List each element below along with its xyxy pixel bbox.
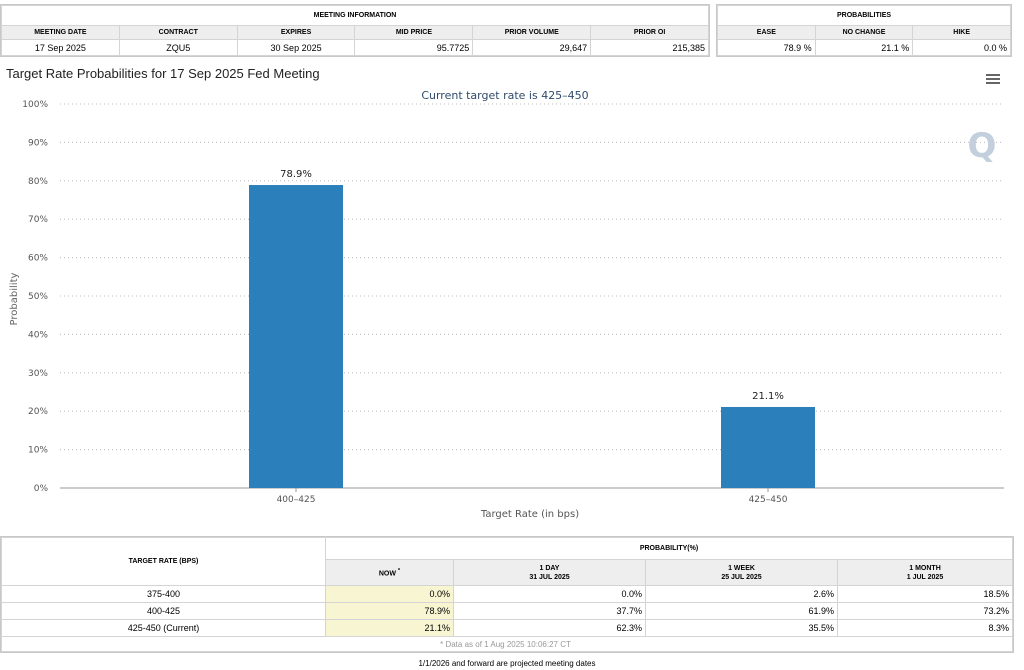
now-cell: 21.1% bbox=[325, 619, 454, 637]
y-tick-label: 40% bbox=[28, 330, 48, 340]
bar-2[interactable] bbox=[721, 406, 815, 488]
mid-price-value: 95.7725 bbox=[354, 39, 474, 56]
data-labels: 78.9% 21.1% bbox=[280, 169, 784, 402]
y-tick-label: 30% bbox=[28, 369, 48, 379]
bar-1[interactable] bbox=[249, 185, 343, 489]
now-cell: 78.9% bbox=[325, 602, 454, 620]
ease-value: 78.9 % bbox=[717, 39, 816, 56]
prior-oi-value: 215,385 bbox=[590, 39, 709, 56]
contract-value: ZQU5 bbox=[118, 39, 238, 56]
col-now: NOW * bbox=[325, 559, 454, 586]
one-month-cell: 8.3% bbox=[837, 619, 1013, 637]
rate-cell: 400-425 bbox=[1, 602, 326, 620]
rate-cell: 425-450 (Current) bbox=[1, 619, 326, 637]
probability-bar-chart: 0% 10% 20% 30% 40% 50% 60% 70% 80% 90% 100% 78.9% 2… bbox=[9, 89, 1004, 520]
x-tick-label: 425–450 bbox=[749, 495, 788, 505]
col-expires: EXPIRES bbox=[236, 25, 356, 40]
one-week-cell: 35.5% bbox=[645, 619, 838, 637]
expires-value: 30 Sep 2025 bbox=[236, 39, 356, 56]
probabilities-title: PROBABILITIES bbox=[717, 5, 1011, 26]
no-change-value: 21.1 % bbox=[814, 39, 914, 56]
meeting-information-table: MEETING INFORMATION MEETING DATE CONTRAC… bbox=[0, 4, 710, 57]
y-tick-label: 60% bbox=[28, 254, 48, 264]
projected-dates-note: 1/1/2026 and forward are projected meeti… bbox=[418, 659, 596, 668]
one-week-cell: 2.6% bbox=[645, 585, 838, 603]
col-target-rate: TARGET RATE (BPS) bbox=[1, 537, 326, 586]
rate-cell: 375-400 bbox=[1, 585, 326, 603]
y-tick-label: 90% bbox=[28, 138, 48, 148]
bars bbox=[249, 185, 815, 489]
q-watermark-logo: Q bbox=[968, 126, 997, 166]
y-tick-label: 0% bbox=[34, 484, 49, 494]
col-mid-price: MID PRICE bbox=[354, 25, 474, 40]
meeting-date-value: 17 Sep 2025 bbox=[1, 39, 120, 56]
y-tick-label: 70% bbox=[28, 215, 48, 225]
bar-data-label: 21.1% bbox=[752, 391, 784, 402]
y-axis-label: Probability bbox=[9, 272, 20, 325]
chart-subtitle: Current target rate is 425–450 bbox=[421, 89, 588, 102]
y-tick-label: 20% bbox=[28, 407, 48, 417]
col-1-day: 1 DAY 31 JUL 2025 bbox=[453, 559, 646, 586]
y-tick-label: 10% bbox=[28, 446, 48, 456]
y-tick-label: 80% bbox=[28, 177, 48, 187]
probability-group-header: PROBABILITY(%) bbox=[325, 537, 1013, 560]
y-tick-labels: 0% 10% 20% 30% 40% 50% 60% 70% 80% 90% 100% bbox=[22, 100, 48, 494]
table-row: 400-425 78.9% 37.7% 61.9% 73.2% bbox=[1, 602, 1013, 620]
table-row: 425-450 (Current) 21.1% 62.3% 35.5% 8.3% bbox=[1, 619, 1013, 637]
one-day-cell: 37.7% bbox=[453, 602, 646, 620]
hike-value: 0.0 % bbox=[912, 39, 1011, 56]
col-meeting-date: MEETING DATE bbox=[1, 25, 120, 40]
probabilities-table: PROBABILITIES EASE NO CHANGE HIKE 78.9 %… bbox=[716, 4, 1012, 57]
bar-data-label: 78.9% bbox=[280, 169, 312, 180]
col-no-change: NO CHANGE bbox=[814, 25, 914, 40]
x-axis-label: Target Rate (in bps) bbox=[480, 509, 579, 520]
probability-history-table: TARGET RATE (BPS) PROBABILITY(%) NOW * 1… bbox=[0, 536, 1014, 653]
hamburger-menu-icon[interactable] bbox=[986, 74, 1000, 85]
y-tick-label: 100% bbox=[22, 100, 48, 110]
x-tick-labels: 400–425 425–450 bbox=[277, 488, 788, 505]
one-week-cell: 61.9% bbox=[645, 602, 838, 620]
prior-volume-value: 29,647 bbox=[472, 39, 592, 56]
one-day-cell: 62.3% bbox=[453, 619, 646, 637]
one-month-cell: 73.2% bbox=[837, 602, 1013, 620]
col-hike: HIKE bbox=[912, 25, 1011, 40]
meeting-information-title: MEETING INFORMATION bbox=[1, 5, 709, 26]
x-tick-label: 400–425 bbox=[277, 495, 316, 505]
grid-lines bbox=[60, 103, 1004, 489]
col-prior-volume: PRIOR VOLUME bbox=[472, 25, 592, 40]
one-month-cell: 18.5% bbox=[837, 585, 1013, 603]
col-1-month: 1 MONTH 1 JUL 2025 bbox=[837, 559, 1013, 586]
now-cell: 0.0% bbox=[325, 585, 454, 603]
col-prior-oi: PRIOR OI bbox=[590, 25, 709, 40]
data-timestamp-note: * Data as of 1 Aug 2025 10:06:27 CT bbox=[1, 636, 1013, 652]
table-row: 375-400 0.0% 0.0% 2.6% 18.5% bbox=[1, 585, 1013, 603]
chart-title: Target Rate Probabilities for 17 Sep 202… bbox=[6, 66, 320, 81]
col-1-week: 1 WEEK 25 JUL 2025 bbox=[645, 559, 838, 586]
col-contract: CONTRACT bbox=[118, 25, 238, 40]
col-ease: EASE bbox=[717, 25, 816, 40]
one-day-cell: 0.0% bbox=[453, 585, 646, 603]
y-tick-label: 50% bbox=[28, 292, 48, 302]
